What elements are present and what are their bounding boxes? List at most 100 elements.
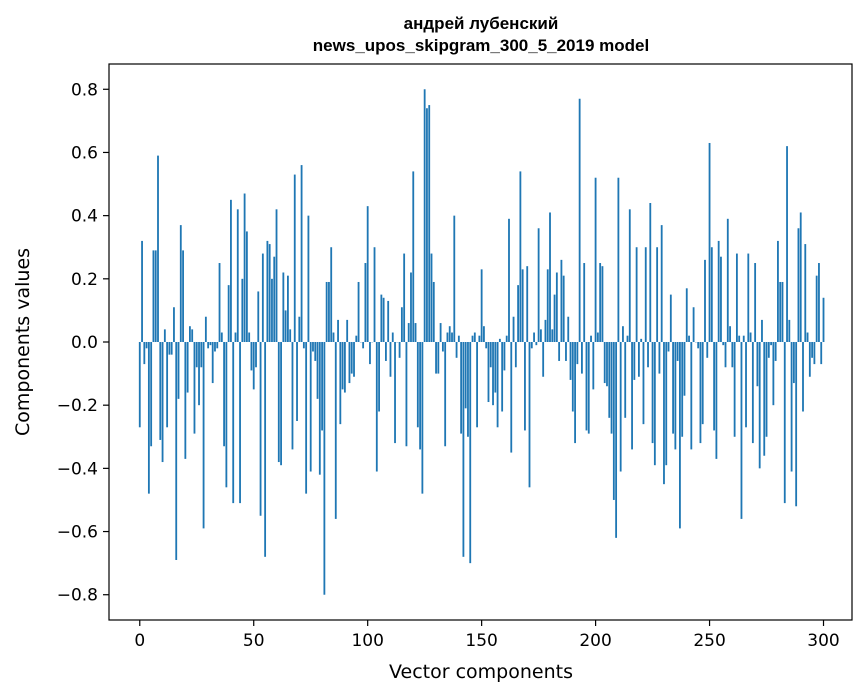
x-axis-ticks: 0 50 100 150 200 250 300: [134, 620, 840, 651]
bar-0: [138, 342, 141, 428]
bar-237: [679, 342, 681, 529]
bar-199: [592, 342, 595, 390]
bar-184: [558, 342, 561, 361]
bar-51: [255, 342, 257, 368]
bar-182: [553, 294, 556, 342]
bar-66: [289, 329, 292, 342]
bar-111: [391, 332, 394, 342]
bar-156: [494, 342, 497, 393]
bar-16: [175, 342, 178, 560]
bar-271: [756, 342, 759, 387]
bar-118: [407, 323, 410, 342]
bar-226: [653, 342, 656, 466]
bar-78: [316, 342, 319, 399]
bar-149: [478, 335, 481, 342]
bar-79: [318, 342, 321, 475]
bar-83: [328, 281, 330, 342]
bar-33: [214, 342, 216, 352]
bar-282: [781, 281, 784, 342]
x-tick-label-150: 150: [465, 631, 497, 651]
bar-265: [742, 335, 745, 342]
bar-117: [405, 342, 408, 447]
chart-title-line-1: андрей лубенский: [404, 14, 559, 33]
x-axis-label: Vector components: [389, 661, 573, 683]
bar-29: [204, 316, 207, 342]
bar-73: [305, 342, 308, 494]
bar-67: [291, 342, 294, 450]
bar-52: [257, 291, 260, 342]
bar-176: [539, 329, 542, 342]
bar-256: [722, 342, 725, 346]
bar-215: [628, 209, 631, 342]
bar-243: [692, 307, 695, 342]
bar-275: [765, 342, 768, 437]
bar-155: [492, 342, 494, 406]
bar-60: [275, 209, 278, 342]
bar-109: [387, 300, 390, 342]
bar-84: [330, 247, 333, 342]
bar-142: [462, 342, 465, 557]
bar-197: [587, 342, 590, 434]
bar-120: [412, 171, 415, 342]
bar-136: [448, 326, 451, 342]
bar-251: [710, 247, 713, 342]
bar-32: [211, 342, 214, 384]
bar-232: [667, 342, 670, 352]
bar-165: [514, 342, 517, 368]
bar-241: [688, 335, 690, 342]
bar-206: [608, 342, 611, 418]
bar-285: [788, 319, 791, 342]
y-tick-label-8: 0.8: [71, 80, 98, 100]
bar-247: [701, 342, 704, 425]
bar-151: [483, 326, 485, 342]
bar-7: [154, 250, 157, 342]
bar-1: [141, 240, 143, 342]
y-tick-label-5: 0.2: [71, 270, 98, 290]
bar-53: [259, 342, 262, 516]
bar-63: [282, 272, 285, 342]
bar-137: [451, 332, 453, 342]
bar-19: [182, 250, 184, 342]
bar-98: [362, 342, 365, 349]
bar-153: [487, 342, 490, 403]
bar-295: [811, 342, 814, 358]
bar-246: [699, 342, 702, 444]
bar-273: [761, 319, 763, 342]
bar-26: [198, 342, 200, 406]
bar-74: [307, 215, 310, 342]
bar-28: [202, 342, 205, 529]
x-tick-label-0: 0: [134, 631, 145, 651]
bar-196: [585, 342, 588, 431]
bar-125: [423, 89, 426, 343]
bar-195: [583, 263, 586, 342]
bar-9: [159, 342, 162, 440]
bar-23: [191, 329, 194, 342]
bar-264: [740, 342, 743, 519]
bar-35: [218, 263, 221, 342]
bar-6: [152, 250, 155, 342]
bar-300: [822, 297, 825, 342]
bar-101: [369, 342, 371, 365]
bar-254: [717, 240, 720, 342]
y-tick-label-0: −0.8: [57, 586, 98, 606]
bar-189: [569, 342, 572, 380]
bar-298: [818, 263, 820, 342]
bar-49: [250, 342, 253, 371]
bar-212: [622, 326, 624, 342]
bar-211: [619, 342, 622, 472]
chart-title-line-2: news_upos_skipgram_300_5_2019 model: [313, 36, 649, 55]
bar-203: [601, 266, 604, 342]
bar-187: [565, 342, 567, 361]
bar-162: [508, 218, 510, 342]
bar-124: [421, 342, 424, 494]
bar-61: [277, 342, 280, 463]
bar-121: [414, 323, 417, 342]
bar-68: [293, 174, 296, 342]
bar-208: [612, 342, 615, 500]
bar-180: [549, 212, 551, 342]
bar-75: [309, 342, 312, 472]
bar-294: [808, 342, 811, 377]
bar-112: [394, 342, 396, 444]
bar-5: [150, 342, 153, 447]
bar-214: [626, 335, 629, 342]
